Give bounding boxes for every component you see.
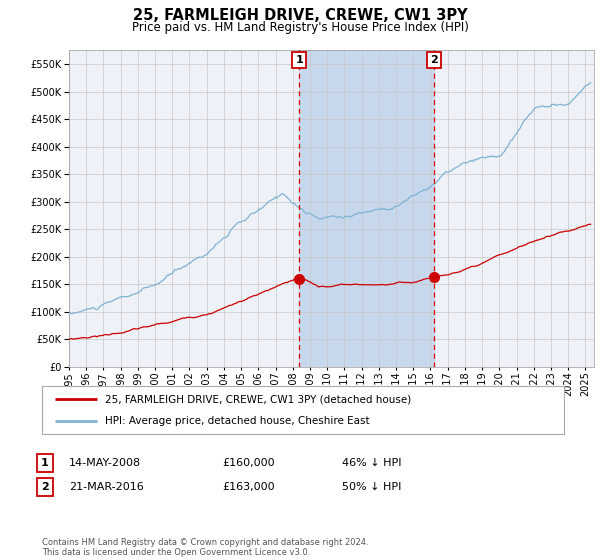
Text: 25, FARMLEIGH DRIVE, CREWE, CW1 3PY: 25, FARMLEIGH DRIVE, CREWE, CW1 3PY <box>133 8 467 24</box>
Text: £160,000: £160,000 <box>222 458 275 468</box>
Bar <box>299 50 434 367</box>
Text: HPI: Average price, detached house, Cheshire East: HPI: Average price, detached house, Ches… <box>104 416 369 426</box>
Text: 21-MAR-2016: 21-MAR-2016 <box>69 482 144 492</box>
Text: Price paid vs. HM Land Registry's House Price Index (HPI): Price paid vs. HM Land Registry's House … <box>131 21 469 34</box>
Text: 2: 2 <box>41 482 49 492</box>
Text: £163,000: £163,000 <box>222 482 275 492</box>
Text: 46% ↓ HPI: 46% ↓ HPI <box>342 458 401 468</box>
Text: 1: 1 <box>295 55 303 65</box>
Text: 1: 1 <box>41 458 49 468</box>
Text: 14-MAY-2008: 14-MAY-2008 <box>69 458 141 468</box>
Text: 25, FARMLEIGH DRIVE, CREWE, CW1 3PY (detached house): 25, FARMLEIGH DRIVE, CREWE, CW1 3PY (det… <box>104 394 411 404</box>
Text: 50% ↓ HPI: 50% ↓ HPI <box>342 482 401 492</box>
Text: 2: 2 <box>430 55 438 65</box>
Text: Contains HM Land Registry data © Crown copyright and database right 2024.
This d: Contains HM Land Registry data © Crown c… <box>42 538 368 557</box>
